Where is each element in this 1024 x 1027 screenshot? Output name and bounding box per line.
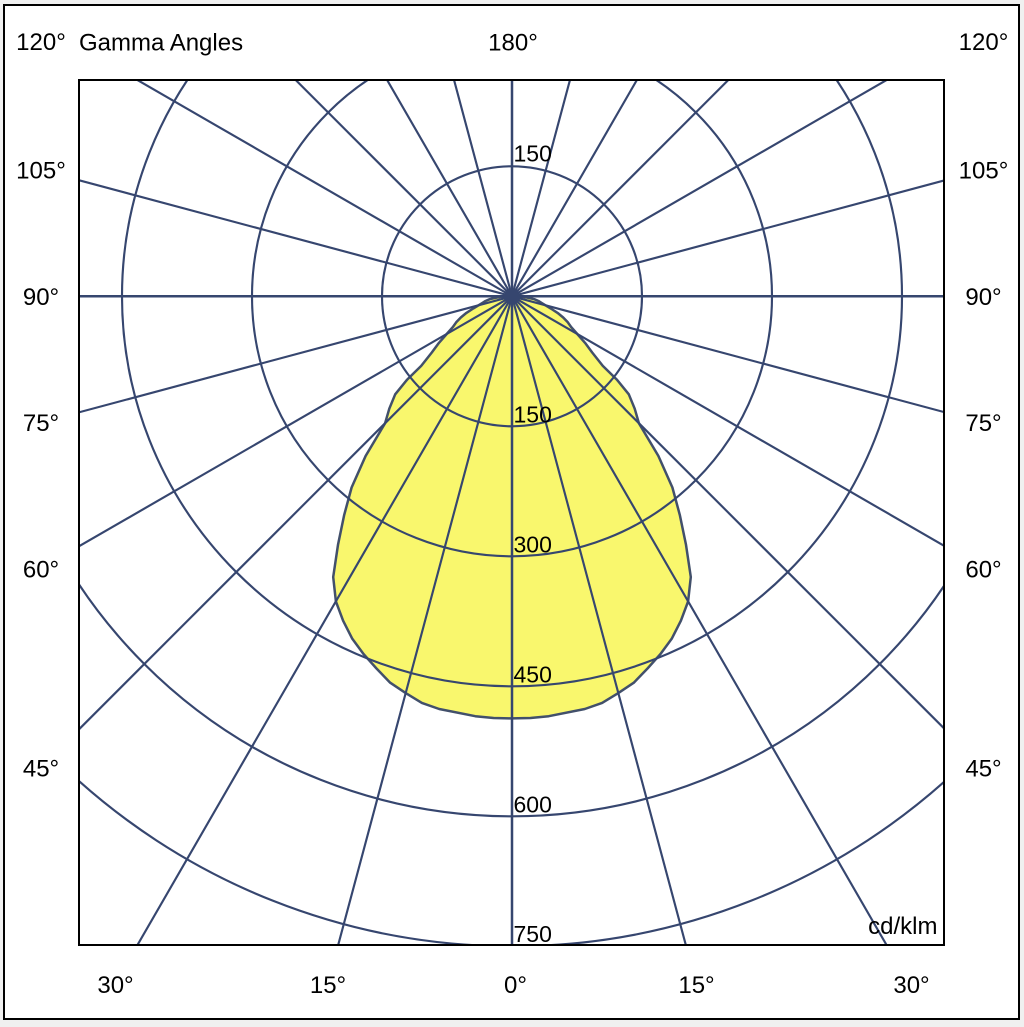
svg-text:15°: 15° xyxy=(310,972,346,999)
svg-text:45°: 45° xyxy=(23,755,59,782)
svg-text:180°: 180° xyxy=(488,29,538,56)
svg-text:30°: 30° xyxy=(893,972,929,999)
svg-text:30°: 30° xyxy=(97,972,133,999)
svg-text:120°: 120° xyxy=(16,29,66,56)
svg-text:300: 300 xyxy=(514,531,552,557)
svg-text:Gamma Angles: Gamma Angles xyxy=(79,29,243,56)
svg-text:15°: 15° xyxy=(678,972,714,999)
svg-text:75°: 75° xyxy=(965,410,1001,437)
svg-text:150: 150 xyxy=(514,401,552,427)
svg-text:90°: 90° xyxy=(23,284,59,311)
svg-text:105°: 105° xyxy=(16,158,66,185)
svg-text:60°: 60° xyxy=(23,557,59,584)
svg-text:120°: 120° xyxy=(959,29,1009,56)
svg-text:750: 750 xyxy=(514,921,552,947)
svg-text:90°: 90° xyxy=(965,284,1001,311)
svg-text:600: 600 xyxy=(514,791,552,817)
svg-text:75°: 75° xyxy=(23,410,59,437)
svg-text:105°: 105° xyxy=(959,158,1009,185)
svg-text:cd/klm: cd/klm xyxy=(868,913,937,940)
svg-text:60°: 60° xyxy=(965,557,1001,584)
svg-text:0°: 0° xyxy=(504,972,527,999)
svg-text:150: 150 xyxy=(514,141,552,167)
svg-text:45°: 45° xyxy=(965,755,1001,782)
svg-text:450: 450 xyxy=(514,661,552,687)
